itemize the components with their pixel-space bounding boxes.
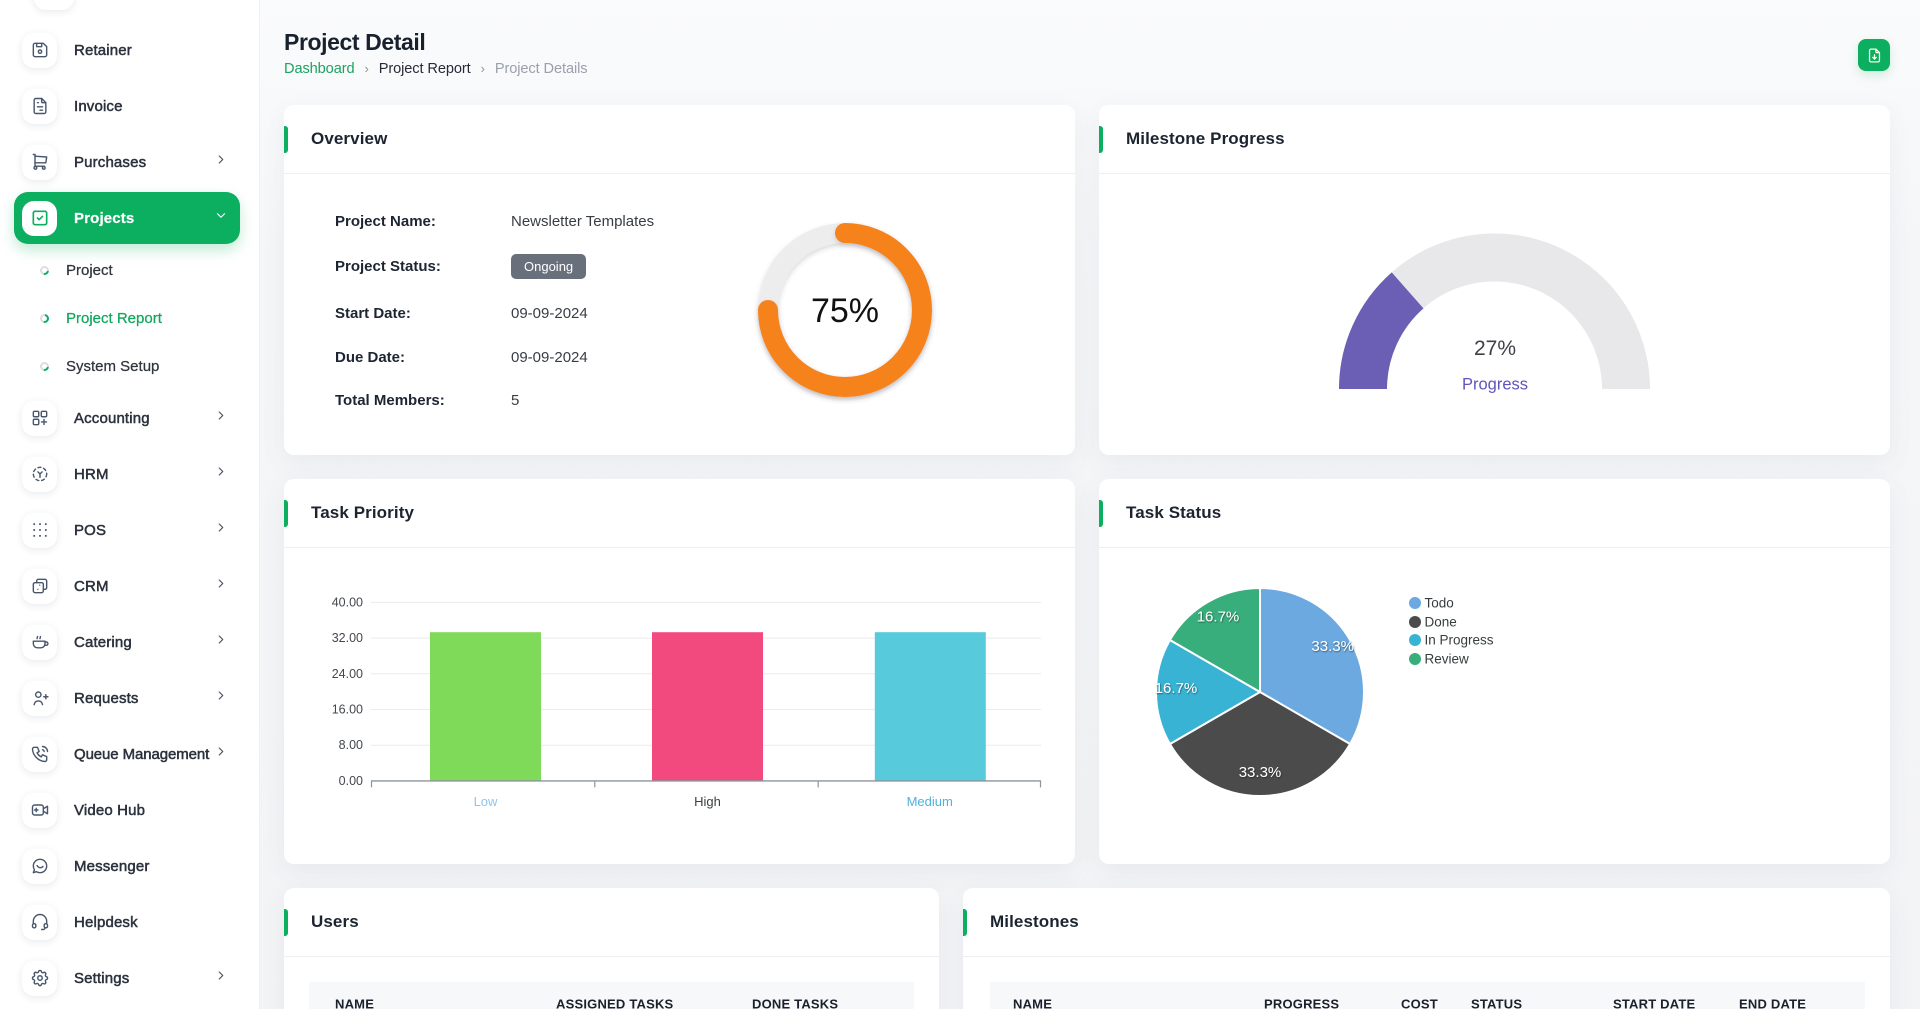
svg-text:40.00: 40.00 xyxy=(332,595,363,609)
svg-text:16.00: 16.00 xyxy=(332,703,363,717)
svg-text:Review: Review xyxy=(1425,652,1470,667)
svg-text:In Progress: In Progress xyxy=(1425,633,1494,648)
svg-text:Medium: Medium xyxy=(907,794,953,809)
svg-text:24.00: 24.00 xyxy=(332,667,363,681)
svg-text:75%: 75% xyxy=(811,292,879,330)
svg-text:16.7%: 16.7% xyxy=(1197,609,1240,626)
svg-text:Done: Done xyxy=(1425,615,1457,630)
svg-text:Todo: Todo xyxy=(1425,596,1454,611)
svg-text:33.3%: 33.3% xyxy=(1311,638,1354,655)
svg-text:33.3%: 33.3% xyxy=(1239,764,1282,781)
svg-text:16.7%: 16.7% xyxy=(1155,680,1198,697)
svg-text:High: High xyxy=(694,794,721,809)
svg-text:32.00: 32.00 xyxy=(332,631,363,645)
svg-text:Low: Low xyxy=(474,794,498,809)
svg-text:8.00: 8.00 xyxy=(339,738,363,752)
svg-text:0.00: 0.00 xyxy=(339,774,363,788)
